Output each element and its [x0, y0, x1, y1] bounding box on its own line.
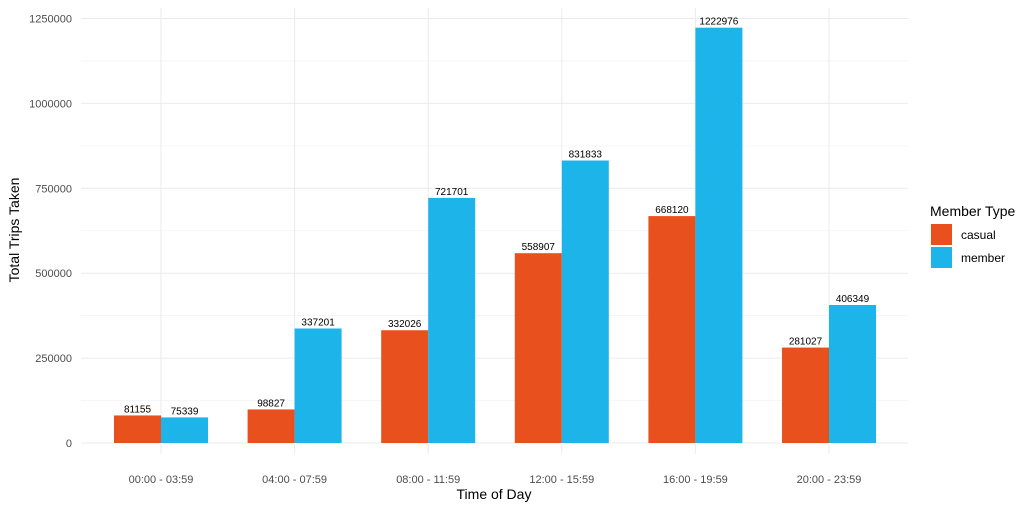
data-label-member: 1222976	[699, 17, 738, 28]
bar-member	[695, 27, 743, 444]
legend-label-casual: casual	[961, 228, 996, 242]
data-label-member: 721701	[435, 187, 469, 198]
bar-casual	[247, 409, 295, 443]
bar-casual	[114, 415, 161, 443]
legend: Member Type casual member	[930, 203, 1016, 268]
legend-swatch-member	[931, 247, 952, 268]
data-label-casual: 558907	[522, 242, 556, 253]
bar-casual	[648, 216, 696, 443]
bar-casual	[782, 347, 829, 443]
legend-label-member: member	[961, 251, 1005, 265]
y-tick-label: 250000	[35, 353, 72, 365]
y-tick-label: 0	[66, 438, 72, 450]
y-tick-label: 750000	[35, 183, 72, 195]
y-axis-ticks: 0 250000 500000 750000 1000000 1250000	[29, 14, 72, 451]
x-tick-label: 00:00 - 03:59	[129, 474, 194, 486]
bar-member	[161, 417, 208, 443]
y-axis-title: Total Trips Taken	[6, 178, 22, 283]
legend-swatch-casual	[931, 224, 952, 245]
legend-title: Member Type	[930, 203, 1016, 219]
x-tick-label: 12:00 - 15:59	[529, 474, 594, 486]
data-label-casual: 332026	[388, 319, 422, 330]
bar-member	[294, 328, 342, 443]
x-tick-label: 04:00 - 07:59	[262, 474, 327, 486]
bar-casual	[381, 330, 429, 443]
data-label-casual: 668120	[655, 205, 689, 216]
bar-member	[428, 197, 476, 443]
x-tick-label: 20:00 - 23:59	[797, 474, 862, 486]
data-label-member: 75339	[171, 406, 199, 417]
bars	[114, 27, 876, 444]
x-tick-label: 16:00 - 19:59	[663, 474, 728, 486]
x-tick-label: 08:00 - 11:59	[396, 474, 460, 486]
bar-member	[829, 305, 876, 443]
data-labels: 81155 75339 98827 337201 332026 721701 558907 8…	[124, 17, 870, 418]
data-label-member: 337201	[301, 317, 335, 328]
bar-member	[561, 160, 609, 443]
y-tick-label: 1250000	[29, 14, 72, 26]
y-tick-label: 1000000	[29, 98, 72, 110]
x-axis-ticks: 00:00 - 03:59 04:00 - 07:59 08:00 - 11:59 1…	[129, 474, 862, 486]
bar-casual	[514, 253, 562, 443]
data-label-member: 406349	[836, 294, 870, 305]
data-label-casual: 281027	[789, 337, 823, 348]
y-tick-label: 500000	[35, 268, 72, 280]
data-label-casual: 98827	[257, 398, 285, 409]
x-axis-title: Time of Day	[457, 486, 532, 502]
data-label-member: 831833	[569, 150, 603, 161]
data-label-casual: 81155	[124, 404, 152, 415]
